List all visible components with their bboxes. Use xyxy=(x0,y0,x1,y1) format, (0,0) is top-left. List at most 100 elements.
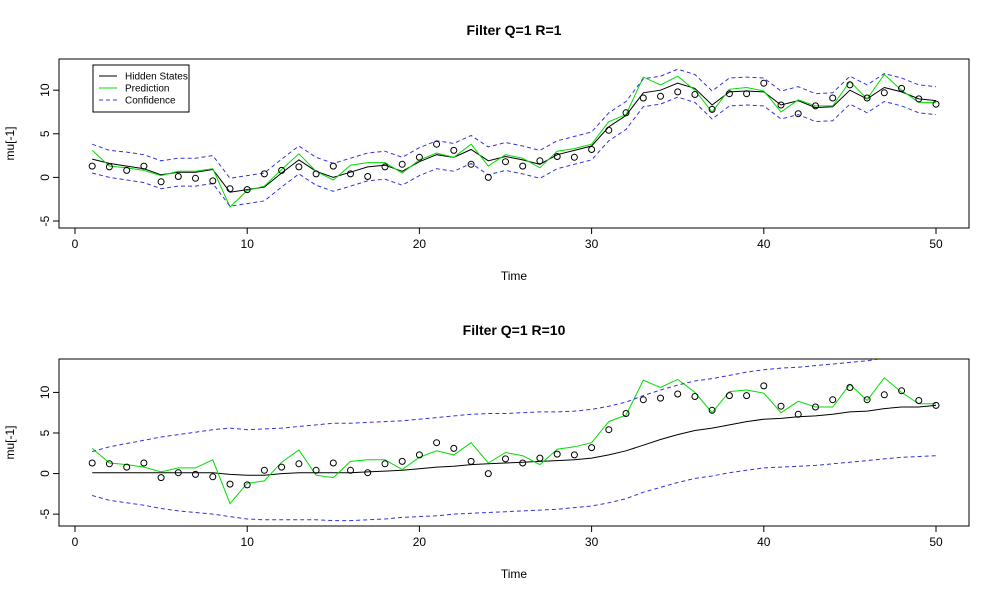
observation-point xyxy=(243,481,251,489)
observation-point xyxy=(329,459,337,467)
y-tick-label: 10 xyxy=(38,83,52,97)
observation-point xyxy=(209,473,217,481)
observation-point xyxy=(123,166,131,174)
series-confidence-lower xyxy=(92,96,937,207)
observation-point xyxy=(433,439,441,447)
observation-point xyxy=(381,460,389,468)
observation-point xyxy=(260,466,268,474)
observation-point xyxy=(553,153,561,160)
observation-point xyxy=(915,95,923,103)
observation-point xyxy=(846,81,854,89)
observation-point xyxy=(898,387,906,395)
observation-point xyxy=(140,459,148,467)
plot-area xyxy=(88,68,940,208)
observation-point xyxy=(622,410,630,417)
observation-point xyxy=(691,393,699,400)
observation-point xyxy=(415,153,423,161)
observation-point xyxy=(502,158,509,166)
observation-point xyxy=(398,457,406,465)
y-axis-label: mu[-1] xyxy=(3,126,17,160)
x-tick-label: 0 xyxy=(72,237,79,251)
observation-point xyxy=(192,174,199,182)
observation-point xyxy=(915,397,923,404)
x-tick-label: 50 xyxy=(929,535,943,549)
observation-point xyxy=(553,450,561,458)
observation-point xyxy=(639,94,647,102)
observation-point xyxy=(588,146,596,153)
observation-point xyxy=(157,178,165,186)
observation-point xyxy=(898,84,906,92)
observation-point xyxy=(932,401,940,409)
x-tick-label: 40 xyxy=(757,535,771,549)
observation-point xyxy=(657,394,664,402)
observation-point xyxy=(536,454,544,462)
observation-point xyxy=(312,466,320,474)
observation-point xyxy=(812,403,819,411)
y-tick-label: -5 xyxy=(38,215,52,226)
x-axis-label: Time xyxy=(501,567,528,581)
observation-point xyxy=(639,396,647,404)
legend-label: Hidden States xyxy=(125,72,188,83)
observation-point xyxy=(433,140,441,148)
y-axis-label: mu[-1] xyxy=(3,425,17,459)
observation-point xyxy=(347,466,354,474)
series-prediction xyxy=(91,73,936,208)
observation-point xyxy=(519,459,527,467)
observation-point xyxy=(209,177,217,185)
x-tick-label: 10 xyxy=(241,535,255,549)
observation-point xyxy=(174,469,182,477)
observation-point xyxy=(260,170,268,178)
x-tick-label: 0 xyxy=(72,535,79,549)
observation-point xyxy=(243,186,251,194)
observation-point xyxy=(829,396,837,404)
observation-point xyxy=(708,105,716,113)
y-tick-label: -5 xyxy=(38,508,52,519)
observation-point xyxy=(157,474,165,482)
observation-point xyxy=(691,91,699,98)
observation-point xyxy=(467,160,475,168)
observation-point xyxy=(123,463,131,471)
x-tick-label: 30 xyxy=(585,237,599,251)
y-tick-label: 10 xyxy=(38,385,52,399)
observation-point xyxy=(829,94,837,102)
observation-point xyxy=(725,90,733,98)
observation-point xyxy=(415,451,423,459)
x-tick-label: 30 xyxy=(585,535,599,549)
observation-point xyxy=(657,92,664,100)
observation-point xyxy=(484,173,492,181)
chart-panel-1: Filter Q=1 R=1 0 10 20 30 40 50 -5 0 5 10 Time mu[-1… xyxy=(3,22,970,283)
observation-point xyxy=(863,396,871,404)
observation-point xyxy=(880,89,888,97)
observation-point xyxy=(519,162,527,170)
observation-point xyxy=(347,170,354,178)
observation-point xyxy=(295,460,303,468)
observation-point xyxy=(450,146,458,154)
series-confidence-upper xyxy=(92,68,937,179)
observation-point xyxy=(777,402,785,410)
observation-point xyxy=(88,162,96,170)
observation-point xyxy=(588,444,596,452)
observation-point xyxy=(760,79,768,87)
observation-point xyxy=(450,444,458,452)
observation-point xyxy=(278,463,286,471)
chart-title: Filter Q=1 R=1 xyxy=(467,22,562,38)
observation-point xyxy=(295,163,303,171)
plot-frame xyxy=(58,58,970,229)
observation-point xyxy=(329,162,337,170)
observation-point xyxy=(880,391,888,399)
observation-point xyxy=(536,157,544,165)
x-tick-label: 40 xyxy=(757,237,771,251)
observation-point xyxy=(812,102,819,110)
observation-point xyxy=(88,459,96,467)
observation-point xyxy=(192,470,199,478)
observation-point xyxy=(743,392,751,400)
observation-point xyxy=(140,162,148,170)
observation-point xyxy=(674,390,682,398)
observation-point xyxy=(570,153,578,161)
observation-point xyxy=(743,90,751,98)
observation-point xyxy=(226,480,234,488)
observation-point xyxy=(381,163,389,171)
x-tick-label: 20 xyxy=(413,535,427,549)
